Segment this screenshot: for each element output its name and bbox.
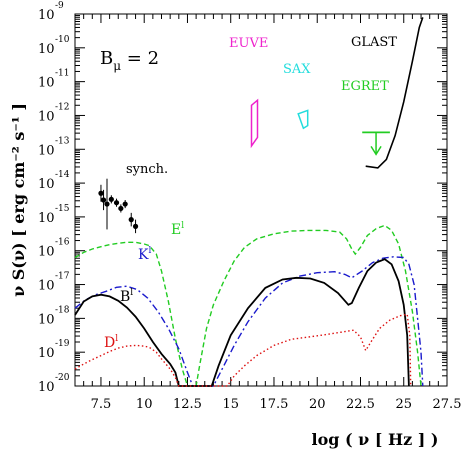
curve-label-k: Kl — [138, 246, 151, 263]
y-tick-label: 10 — [38, 8, 55, 23]
y-tick-label: 10 — [38, 245, 55, 260]
euve-label: EUVE — [229, 36, 268, 51]
curve-label-b: Bl — [120, 288, 133, 305]
y-tick-exponent: -17 — [55, 272, 70, 282]
y-tick-exponent: -9 — [55, 1, 64, 11]
curve-b — [74, 258, 410, 387]
y-axis-label: ν S(ν) [ erg cm⁻² s⁻¹ ] — [9, 103, 28, 297]
y-tick-label: 10 — [38, 109, 55, 124]
y-tick-exponent: -18 — [55, 305, 70, 315]
y-tick-labels: 10-2010-1910-1810-1710-1610-1510-1410-13… — [38, 1, 70, 395]
x-tick-label: 20 — [309, 397, 326, 412]
y-tick-exponent: -13 — [55, 136, 70, 146]
y-tick-label: 10 — [38, 279, 55, 294]
model-curves — [74, 224, 424, 387]
b-mu-annotation: Bμ = 2 — [100, 48, 159, 73]
y-tick-label: 10 — [38, 177, 55, 192]
curve-e — [74, 224, 422, 387]
y-tick-exponent: -15 — [55, 204, 70, 214]
curve-d — [74, 313, 412, 387]
x-tick-label: 10 — [136, 397, 153, 412]
y-tick-label: 10 — [38, 211, 55, 226]
euve-box — [250, 98, 259, 149]
synch-data-point — [122, 201, 128, 207]
synch-label: synch. — [126, 162, 168, 177]
y-tick-exponent: -11 — [55, 69, 70, 79]
synch-data-point — [118, 205, 124, 212]
curve-label-e: El — [171, 221, 184, 238]
y-tick-label: 10 — [38, 76, 55, 91]
curve-label-d: Dl — [104, 334, 118, 351]
x-tick-label: 27.5 — [433, 397, 461, 412]
y-tick-exponent: -12 — [55, 102, 70, 112]
instrument-limits — [250, 17, 424, 169]
x-tick-label: 12.5 — [173, 397, 202, 412]
x-axis-label: log ( ν [ Hz ] ) — [312, 430, 439, 449]
y-tick-label: 10 — [38, 42, 55, 57]
x-tick-label: 15 — [222, 397, 239, 412]
y-tick-exponent: -16 — [55, 238, 70, 248]
y-tick-label: 10 — [38, 346, 55, 361]
y-tick-label: 10 — [38, 380, 55, 395]
x-tick-label: 25 — [395, 397, 412, 412]
synch-data-point — [113, 200, 120, 206]
synch-data-point — [108, 196, 114, 202]
axis-ticks — [74, 13, 448, 387]
sax-box — [297, 109, 309, 130]
y-tick-label: 10 — [38, 143, 55, 158]
sax-label: SAX — [283, 62, 311, 77]
synch-data-point — [98, 190, 104, 196]
y-tick-exponent: -19 — [55, 339, 70, 349]
x-tick-labels: 7.5 10 12.5 15 17.5 20 22.5 25 27.5 — [91, 397, 461, 412]
egret-label: EGRET — [341, 79, 389, 94]
egret-arrow-head — [370, 145, 382, 156]
plot-frame — [74, 13, 448, 387]
synchrotron-data-points — [98, 178, 139, 234]
y-tick-exponent: -10 — [55, 35, 70, 45]
glast-label: GLAST — [351, 35, 397, 50]
curve-k — [74, 256, 424, 387]
synch-data-point — [132, 223, 139, 229]
x-tick-label: 17.5 — [260, 397, 289, 412]
y-tick-exponent: -20 — [55, 373, 70, 383]
y-tick-label: 10 — [38, 312, 55, 327]
synch-data-point — [128, 217, 134, 223]
synch-data-point — [100, 197, 107, 203]
y-tick-exponent: -14 — [55, 170, 70, 180]
x-tick-label: 7.5 — [91, 397, 112, 412]
x-tick-label: 22.5 — [346, 397, 375, 412]
glast-sensitivity-curve — [365, 17, 424, 169]
synch-data-point — [104, 201, 110, 207]
